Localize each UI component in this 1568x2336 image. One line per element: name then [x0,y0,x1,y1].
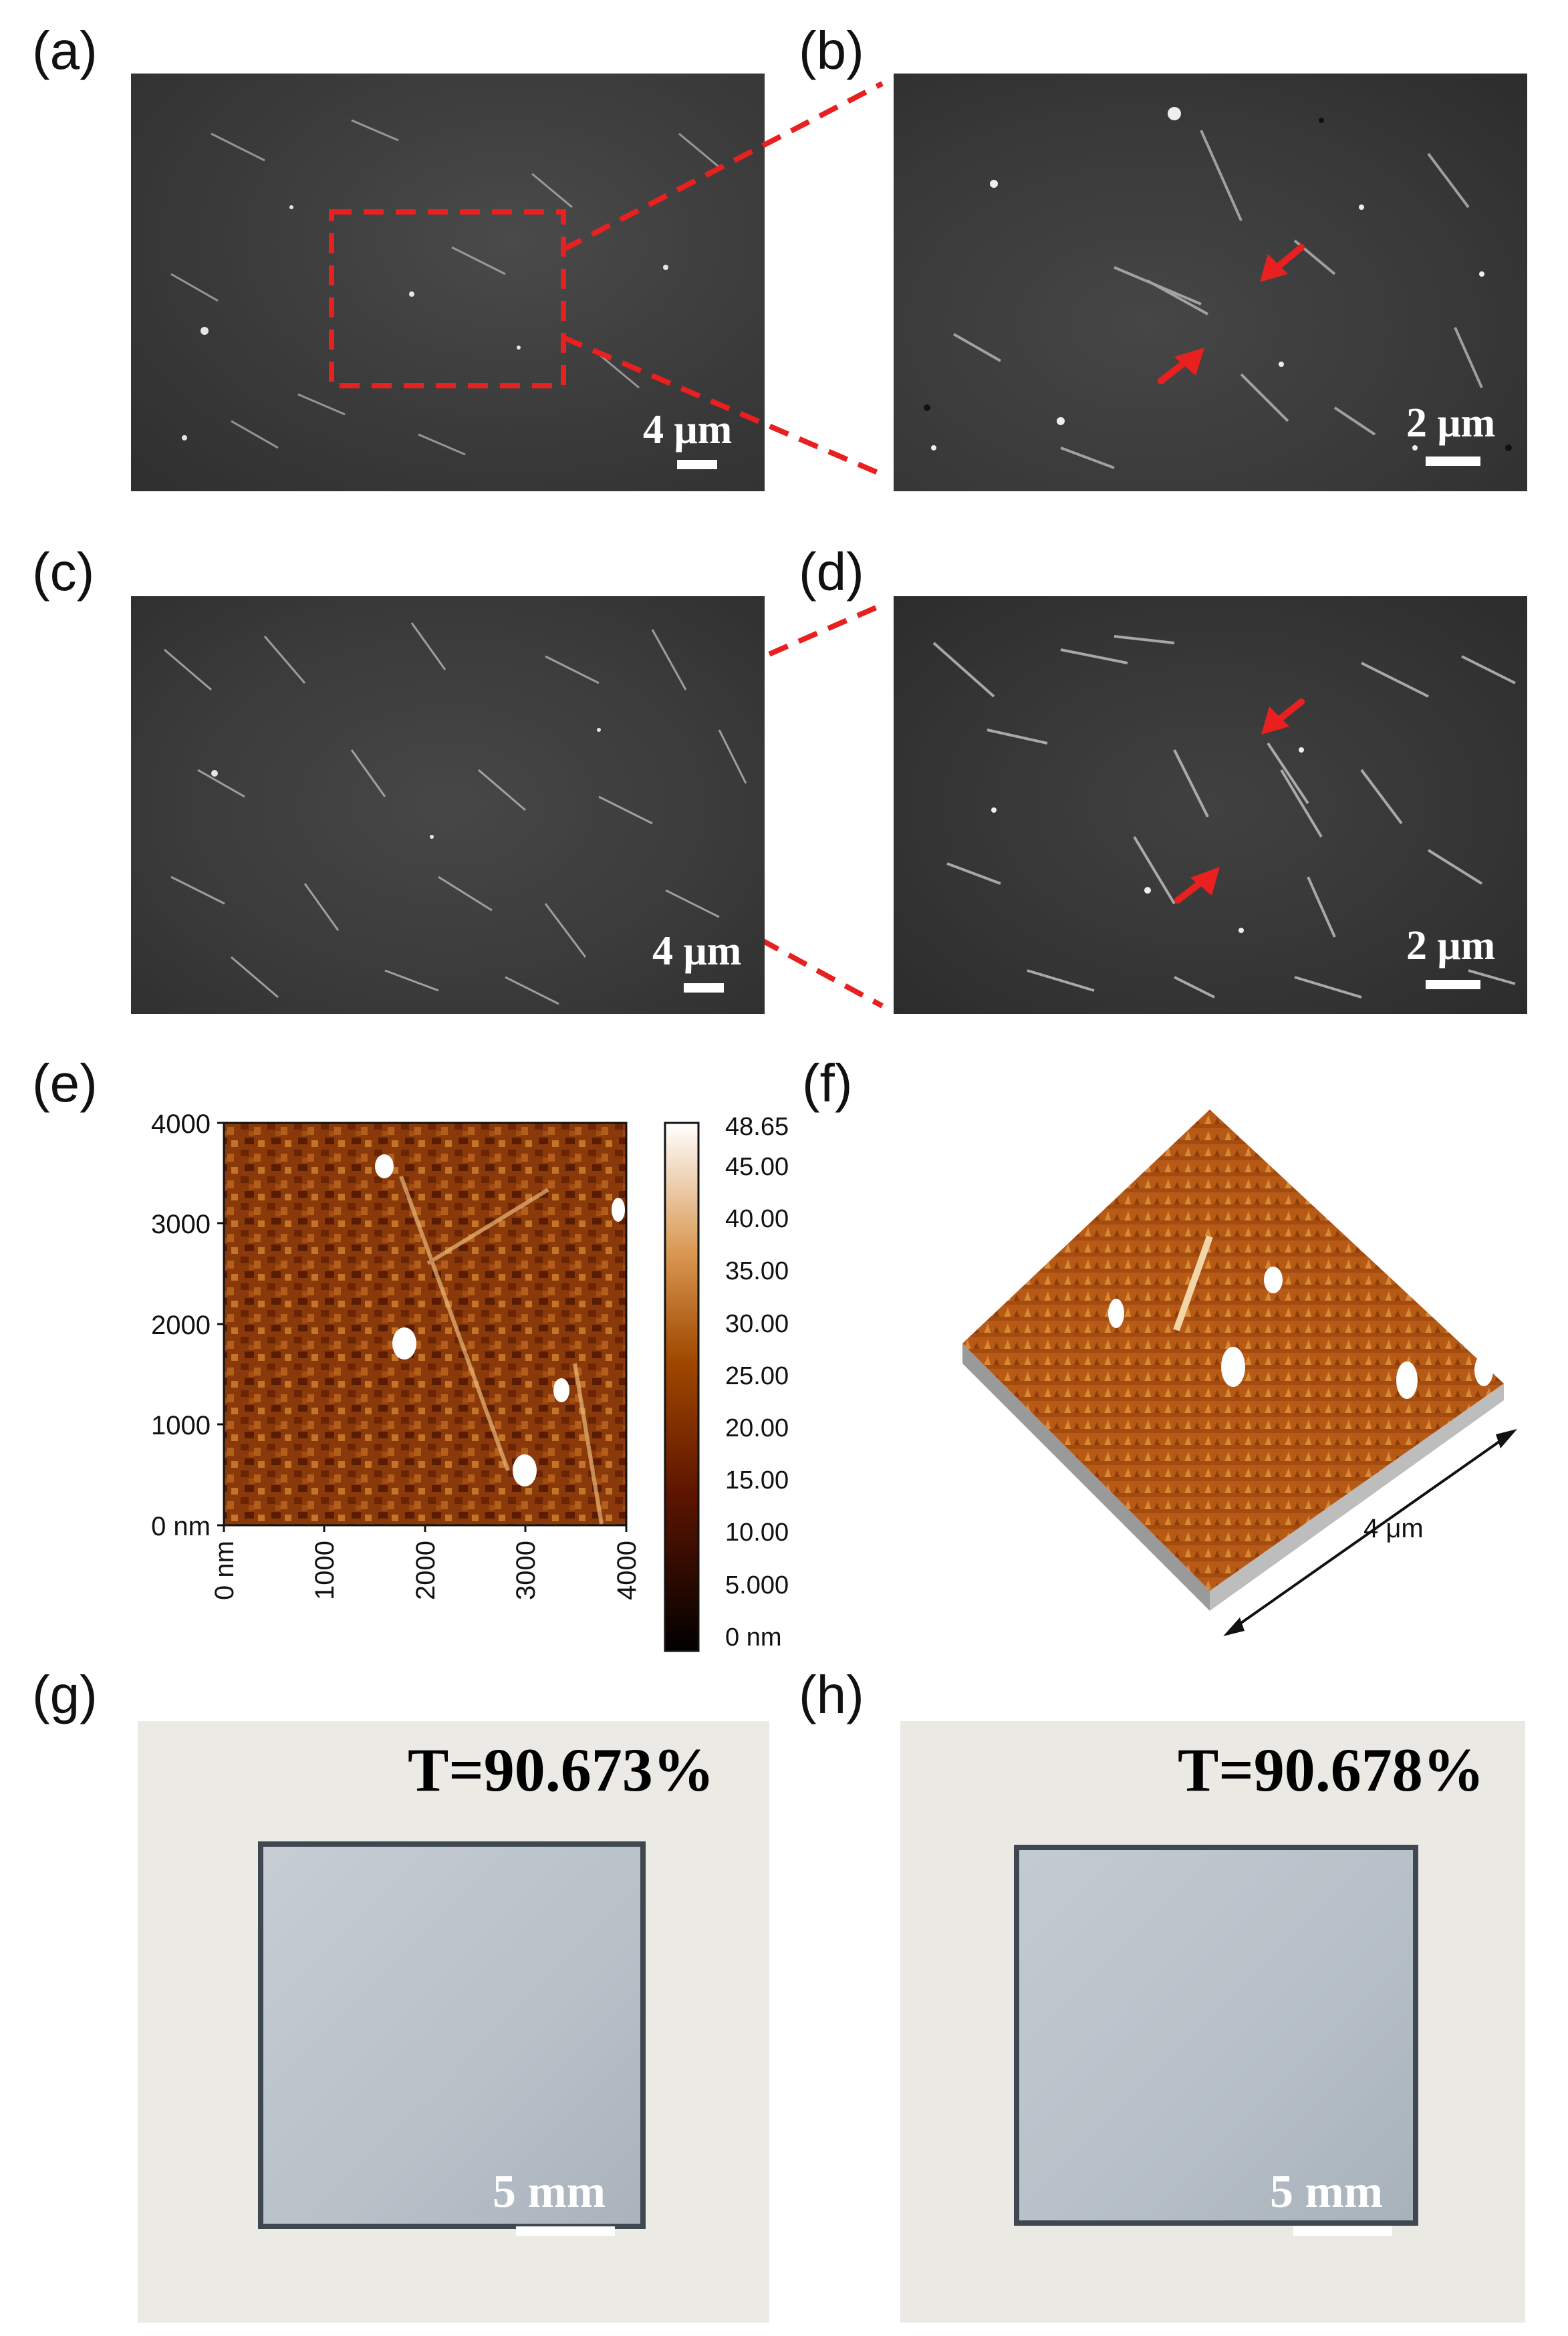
arrows-b [1158,244,1305,384]
panel-label-b: (b) [799,21,864,80]
y-tick-2000: 2000 [151,1311,211,1340]
photo-g [138,1721,769,2323]
x-tick-2000: 2000 [411,1541,440,1600]
cb-tick-2: 40.00 [725,1205,789,1233]
sem-image-b [894,74,1527,491]
afm-height-map [224,1123,626,1525]
cb-tick-8: 10.00 [725,1519,789,1547]
panel-label-g: (g) [32,1665,98,1724]
sem-texture-b [924,107,1512,469]
panel-label-h: (h) [799,1665,864,1724]
y-tick-1000: 1000 [151,1411,211,1440]
scale-text-a: 4 μm [643,407,733,452]
scale-text-d: 2 μm [1406,923,1496,968]
x-tick-0: 0 nm [210,1541,239,1600]
scale-bar-d [1426,980,1480,989]
scale-bar-h [1293,2226,1392,2236]
x-tick-4000: 4000 [612,1541,642,1600]
sem-image-d [894,596,1527,1014]
panel-label-c: (c) [32,542,95,602]
cb-tick-1: 45.00 [725,1153,789,1181]
scale-bar-c [684,983,724,993]
scale-text-b: 2 μm [1406,400,1496,446]
sem-texture-c [164,622,747,1005]
scale-text-c: 4 μm [652,928,742,974]
sem-image-a [131,74,765,491]
cb-tick-9: 5.000 [725,1571,789,1599]
x-tick-1000: 1000 [310,1541,340,1600]
panel-label-d: (d) [799,542,864,602]
afm-3d-dimension: 4 μm [1363,1514,1424,1543]
colorbar-labels: 48.65 45.00 40.00 35.00 30.00 25.00 20.0… [725,1113,805,1652]
scale-bar-a [677,460,717,469]
scale-text-h: 5 mm [1270,2166,1384,2218]
x-tick-3000: 3000 [511,1541,541,1600]
cb-tick-10: 0 nm [725,1624,782,1652]
photo-h [900,1721,1525,2323]
cb-tick-3: 35.00 [725,1257,789,1285]
afm-3d-panel [962,1110,1517,1636]
cb-tick-4: 30.00 [725,1310,789,1338]
y-tick-4000: 4000 [151,1110,211,1139]
sem-texture-d [932,635,1516,999]
cb-tick-6: 20.00 [725,1414,789,1442]
panel-label-e: (e) [32,1053,98,1113]
arrows-d [1174,698,1305,904]
sample-film-h [1014,1845,1418,2226]
y-tick-0: 0 nm [151,1512,211,1541]
cb-tick-7: 15.00 [725,1466,789,1495]
cb-tick-0: 48.65 [725,1113,789,1141]
panel-label-a: (a) [32,21,98,80]
colorbar [664,1122,700,1652]
sem-image-c [131,596,765,1014]
transmittance-h: T=90.678% [1178,1736,1484,1804]
scale-bar-g [516,2226,615,2236]
scale-bar-b [1426,457,1480,466]
sem-texture-a [170,119,720,456]
scale-text-g: 5 mm [493,2166,606,2218]
y-tick-3000: 3000 [151,1210,211,1239]
sample-film-g [258,1841,646,2229]
cb-tick-5: 25.00 [725,1362,789,1390]
transmittance-g: T=90.673% [408,1736,714,1804]
afm-2d-panel: 4000 3000 2000 1000 0 nm 0 nm 1000 2000 … [151,1110,700,1652]
panel-label-f: (f) [802,1053,853,1113]
